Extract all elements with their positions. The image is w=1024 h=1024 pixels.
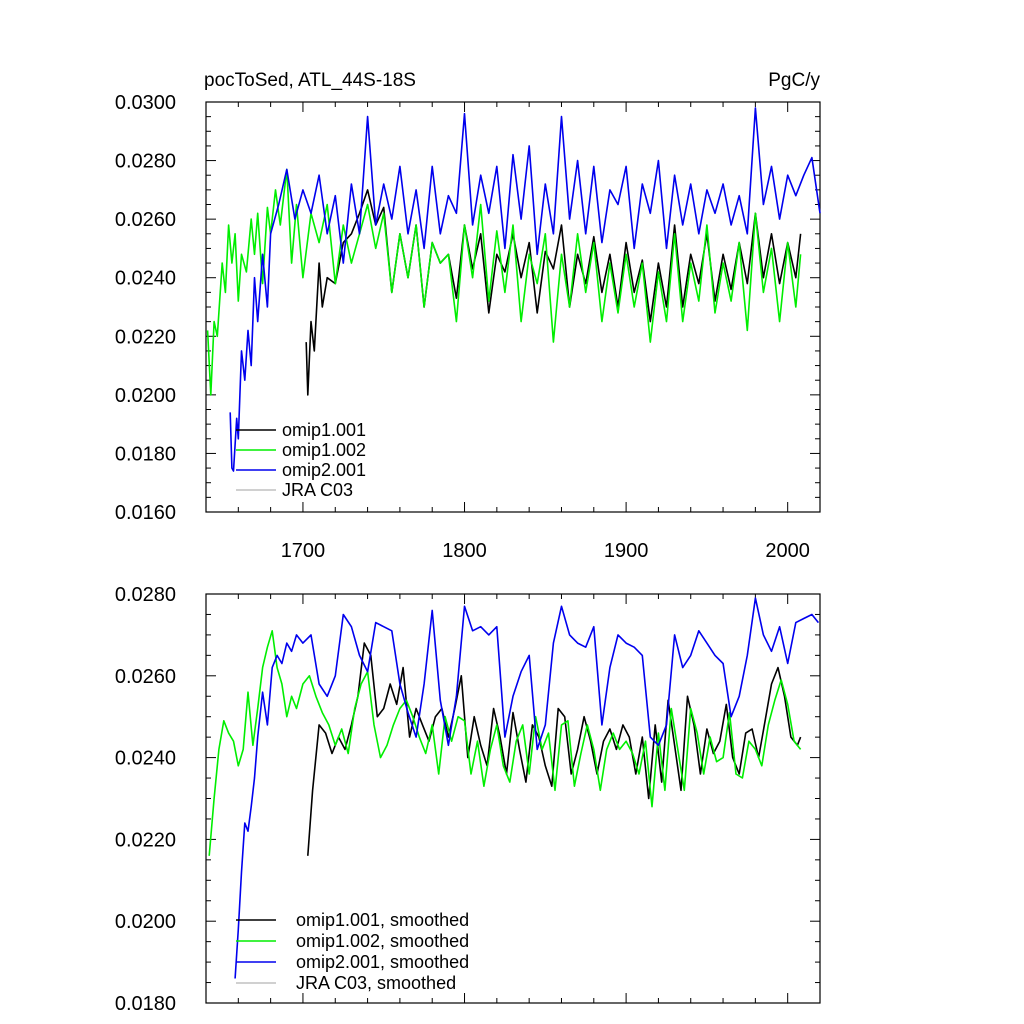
y-tick-label: 0.0180: [115, 993, 176, 1015]
y-tick-label: 0.0200: [115, 911, 176, 933]
y-tick-label: 0.0220: [115, 326, 176, 348]
y-tick-label: 0.0260: [115, 209, 176, 231]
legend-label: omip1.002: [282, 440, 366, 460]
x-ticks-1: 1700 1800 1900 2000: [205, 102, 821, 562]
legend-label: omip1.001: [282, 420, 366, 440]
y-tick-label: 0.0160: [115, 502, 176, 524]
y-tick-label: 0.0280: [115, 584, 176, 606]
y-ticks-1: 0.0160 0.0180 0.0200 0.0220 0.0240 0.0260 0.02…: [115, 92, 820, 524]
units-label: PgC/y: [768, 70, 820, 91]
x-tick-label: 1700: [281, 540, 326, 562]
x-ticks-2: [205, 594, 821, 1003]
series-group-1: [206, 107, 821, 472]
y-tick-label: 0.0180: [115, 443, 176, 465]
panel-top: 0.0160 0.0180 0.0200 0.0220 0.0240 0.0260 0.02…: [115, 70, 821, 562]
y-tick-label: 0.0220: [115, 829, 176, 851]
legend-label: omip2.001: [282, 460, 366, 480]
y-tick-label: 0.0280: [115, 151, 176, 173]
y-ticks-2: 0.0180 0.0200 0.0220 0.0240 0.0260 0.0280: [115, 584, 820, 1015]
legend-label: omip1.002, smoothed: [296, 931, 469, 951]
panel-bottom: 0.0180 0.0200 0.0220 0.0240 0.0260 0.0280 omip…: [115, 584, 821, 1015]
series-line-omip2-001-smoothed: [234, 597, 820, 979]
legend-label: omip2.001, smoothed: [296, 952, 469, 972]
series-line-omip2-001: [229, 107, 821, 472]
series-group-2: [208, 597, 820, 979]
legend-label: omip1.001, smoothed: [296, 910, 469, 930]
x-tick-label: 1900: [604, 540, 649, 562]
x-tick-label: 2000: [765, 540, 810, 562]
legend-label: JRA C03, smoothed: [296, 973, 456, 993]
y-tick-label: 0.0240: [115, 748, 176, 770]
series-line-omip1-001: [305, 189, 802, 396]
y-tick-label: 0.0300: [115, 92, 176, 114]
series-line-omip1-001-smoothed: [307, 642, 802, 856]
x-tick-label: 1800: [442, 540, 487, 562]
legend-label: JRA C03: [282, 480, 353, 500]
y-tick-label: 0.0240: [115, 268, 176, 290]
series-line-omip1-002-smoothed: [208, 629, 802, 856]
series-line-omip1-002: [206, 168, 802, 396]
y-tick-label: 0.0200: [115, 385, 176, 407]
chart-title: pocToSed, ATL_44S-18S: [204, 70, 416, 91]
y-tick-label: 0.0260: [115, 666, 176, 688]
